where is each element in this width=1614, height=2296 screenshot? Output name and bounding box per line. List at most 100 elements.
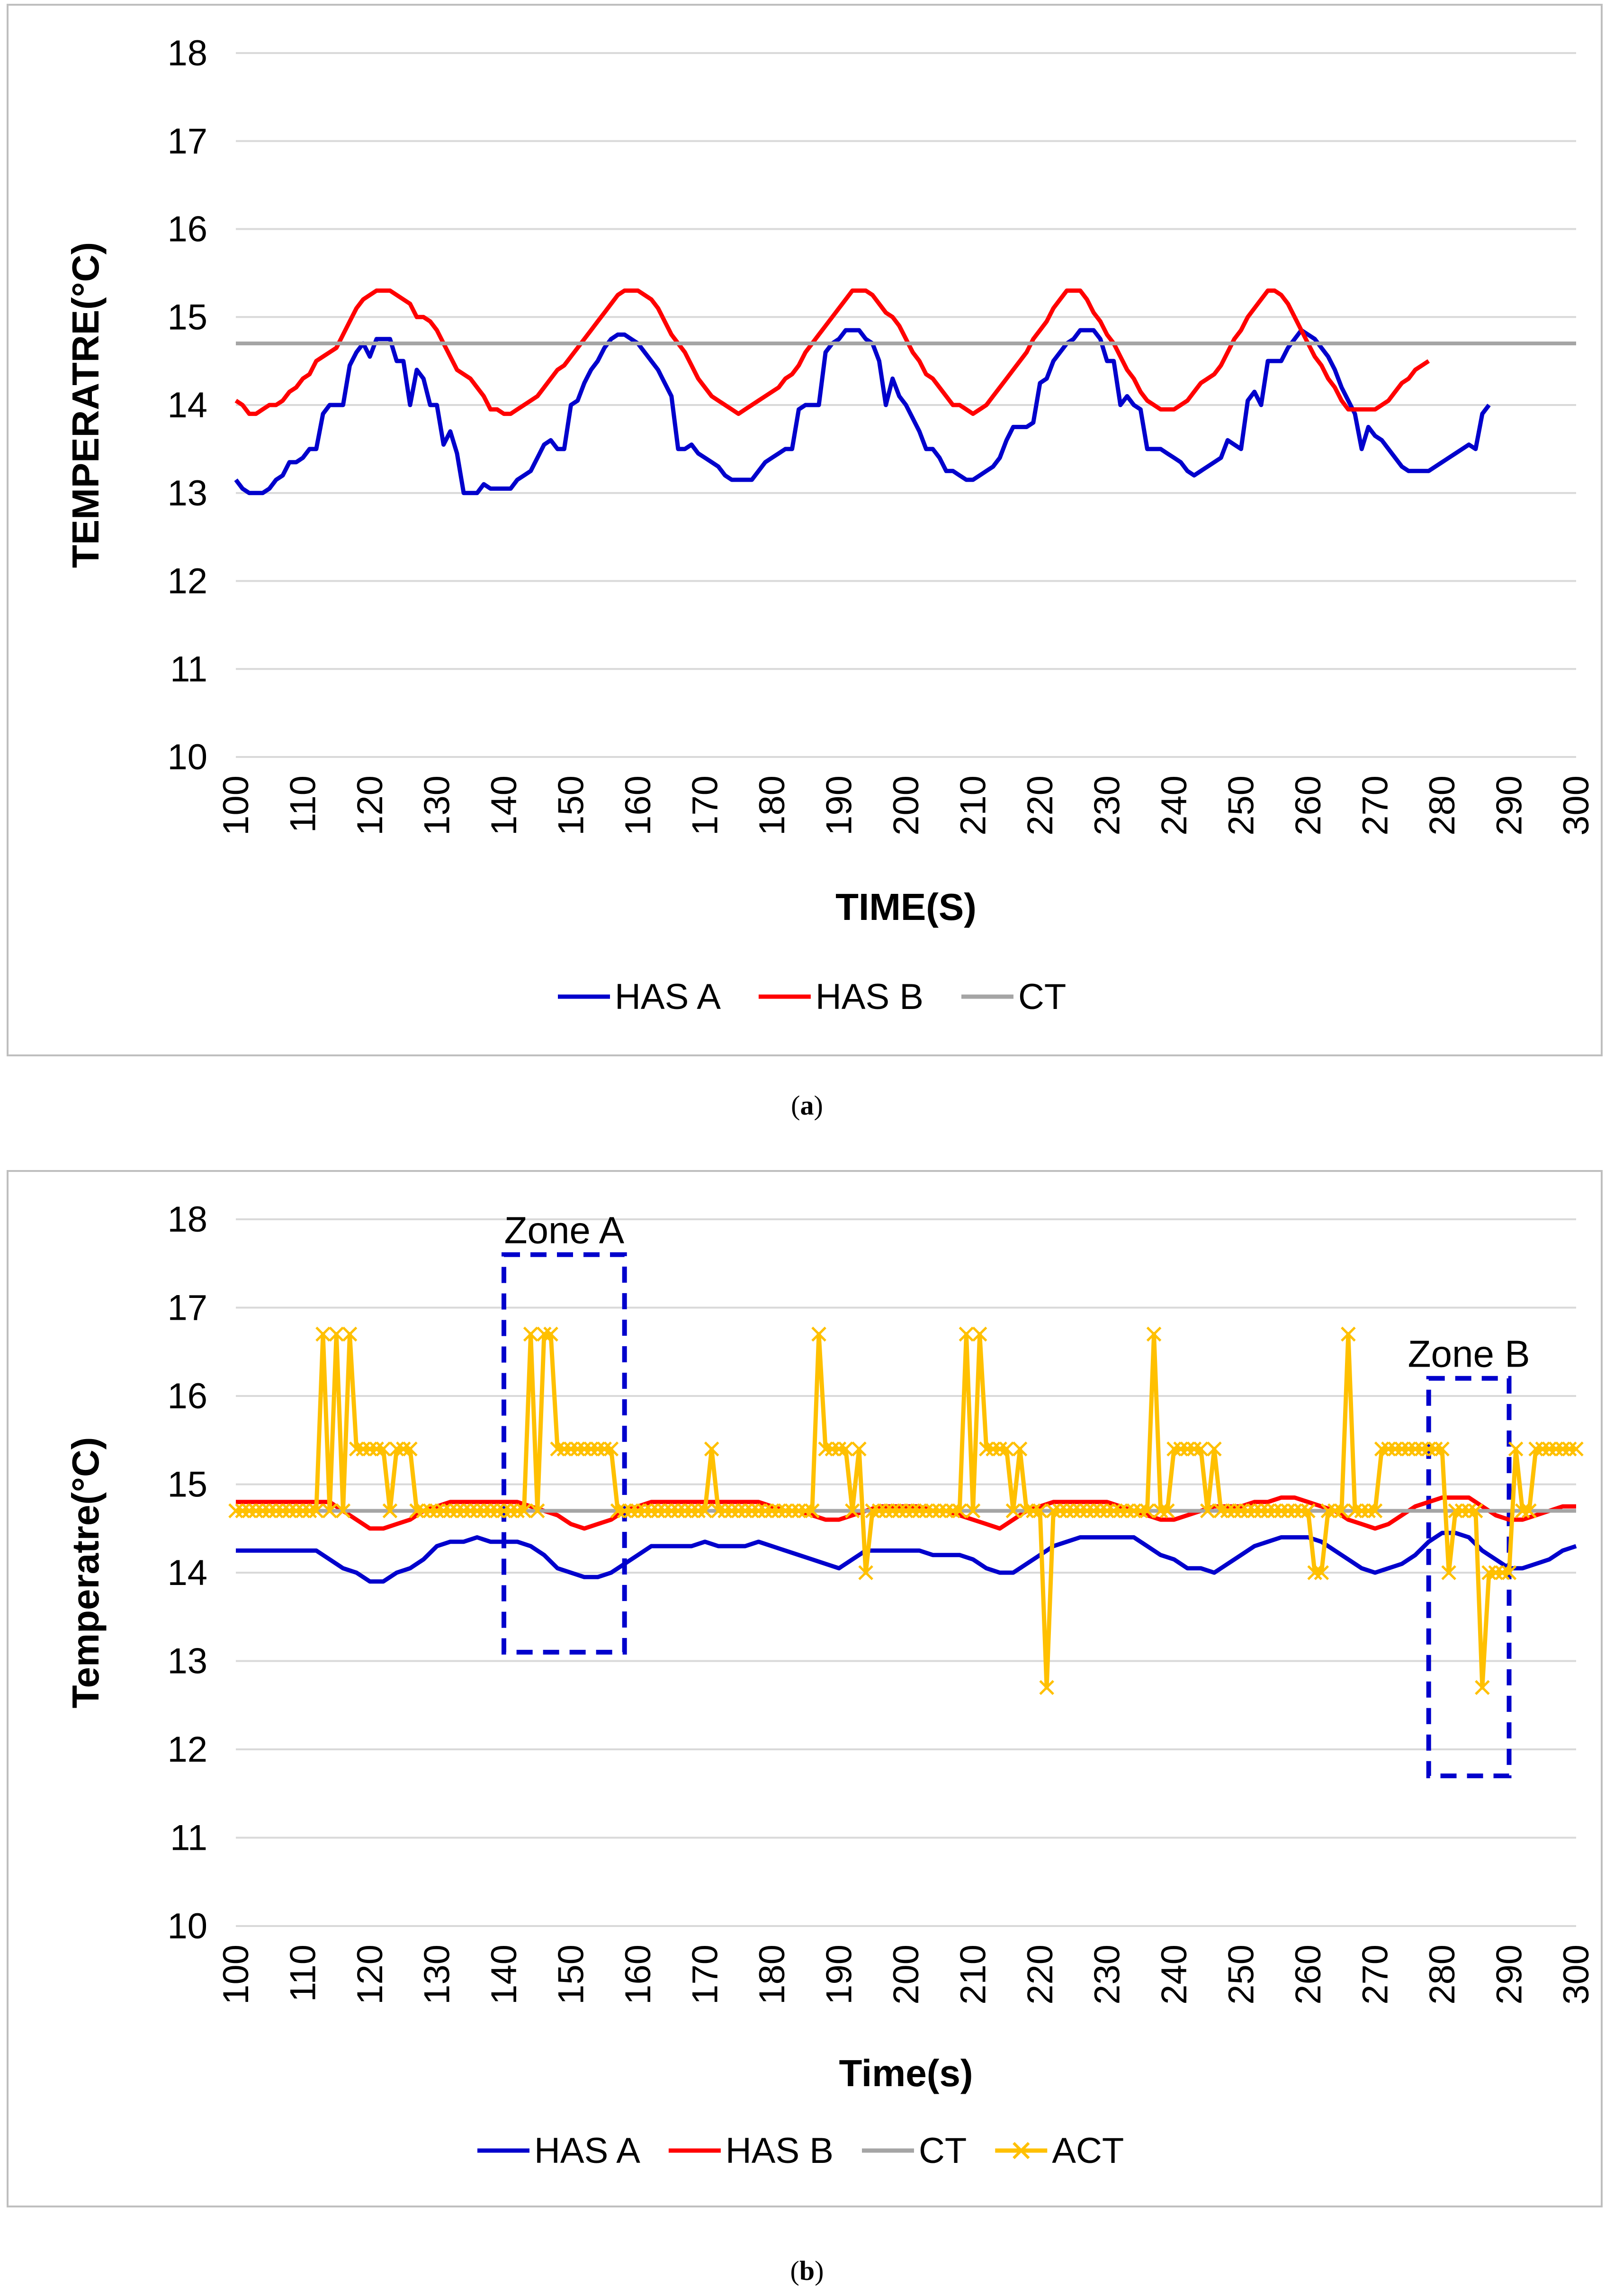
act-marker xyxy=(878,1503,894,1519)
act-marker xyxy=(1334,1503,1349,1519)
x-tick-label-b-220: 220 xyxy=(1020,1945,1060,2005)
act-marker xyxy=(1448,1503,1463,1519)
chart-a-svg: 10 11 12 13 14 15 16 17 18 100 110 120 130 140 150 160 1… xyxy=(64,33,1596,1017)
act-marker xyxy=(275,1503,290,1519)
x-tick-label-a-110: 110 xyxy=(283,775,323,833)
y-tick-label-a-11: 11 xyxy=(170,649,207,689)
act-marker xyxy=(1381,1441,1396,1457)
act-marker xyxy=(744,1503,760,1519)
act-marker xyxy=(1294,1503,1309,1519)
act-marker xyxy=(1408,1441,1423,1457)
act-marker xyxy=(624,1503,639,1519)
act-marker xyxy=(1240,1503,1255,1519)
legend-marker-b-act xyxy=(1013,2142,1030,2160)
act-marker xyxy=(469,1503,485,1519)
act-marker xyxy=(1133,1503,1148,1519)
act-marker xyxy=(1073,1503,1088,1519)
chart-b-svg: 10 11 12 13 14 15 16 17 18 100 110 120 130 140 150 160 1… xyxy=(64,1199,1596,2171)
legend-label-b-has-b: HAS B xyxy=(726,2131,834,2171)
legend-label-a-has-a: HAS A xyxy=(615,977,721,1017)
act-marker xyxy=(449,1503,465,1519)
act-marker xyxy=(771,1503,786,1519)
act-marker xyxy=(590,1441,605,1457)
x-tick-label-a-150: 150 xyxy=(551,775,592,836)
x-tick-label-a-240: 240 xyxy=(1154,775,1194,836)
x-tick-label-b-270: 270 xyxy=(1355,1945,1396,2005)
act-marker xyxy=(603,1441,619,1457)
legend-label-b-act: ACT xyxy=(1052,2131,1124,2171)
act-marker xyxy=(550,1441,565,1457)
act-marker xyxy=(912,1503,927,1519)
act-marker xyxy=(1314,1565,1329,1580)
act-marker xyxy=(1032,1503,1048,1519)
act-marker xyxy=(845,1503,860,1519)
y-tick-label-b-14: 14 xyxy=(167,1553,207,1593)
act-marker xyxy=(1052,1503,1068,1519)
series-line-b-has-b xyxy=(236,1495,1576,1531)
x-tick-label-a-230: 230 xyxy=(1087,775,1128,836)
act-marker xyxy=(831,1441,847,1457)
caption-a: (a) xyxy=(791,1090,823,1121)
act-marker xyxy=(577,1441,592,1457)
x-tick-label-a-220: 220 xyxy=(1020,775,1060,836)
act-marker xyxy=(409,1503,424,1519)
y-tick-label-a-10: 10 xyxy=(167,737,207,777)
act-marker xyxy=(778,1503,793,1519)
x-tick-label-b-260: 260 xyxy=(1288,1945,1328,2005)
series-line-a-has-a xyxy=(234,328,1491,495)
act-marker xyxy=(1207,1441,1222,1457)
x-tick-label-a-180: 180 xyxy=(752,775,792,836)
legend-label-a-ct: CT xyxy=(1018,977,1066,1017)
act-marker xyxy=(429,1503,445,1519)
y-tick-label-a-18: 18 xyxy=(167,33,207,73)
act-marker xyxy=(242,1503,257,1519)
act-marker xyxy=(965,1503,981,1519)
caption-b: (b) xyxy=(790,2255,824,2286)
act-marker xyxy=(711,1503,726,1519)
act-marker xyxy=(583,1441,599,1457)
act-marker xyxy=(1193,1441,1209,1457)
act-marker xyxy=(335,1503,351,1519)
act-marker xyxy=(1005,1503,1021,1519)
act-marker xyxy=(1394,1441,1409,1457)
act-marker xyxy=(825,1441,840,1457)
x-tick-label-b-280: 280 xyxy=(1422,1945,1462,2005)
act-marker xyxy=(1454,1503,1470,1519)
act-marker xyxy=(1300,1503,1316,1519)
zone-box-a xyxy=(502,1252,627,1655)
act-marker xyxy=(650,1503,666,1519)
act-marker xyxy=(871,1503,887,1519)
act-marker xyxy=(1200,1503,1215,1519)
y-tick-label-a-16: 16 xyxy=(167,209,207,250)
act-marker xyxy=(356,1441,371,1457)
act-marker xyxy=(724,1503,739,1519)
legend-label-b-ct: CT xyxy=(919,2131,967,2171)
act-marker xyxy=(376,1441,391,1457)
act-marker xyxy=(1421,1441,1436,1457)
x-tick-label-a-170: 170 xyxy=(685,775,726,836)
act-marker xyxy=(677,1503,692,1519)
act-marker xyxy=(791,1503,807,1519)
x-tick-label-a-260: 260 xyxy=(1288,775,1328,836)
y-tick-label-b-11: 11 xyxy=(170,1818,207,1858)
act-marker xyxy=(1508,1441,1524,1457)
act-marker xyxy=(329,1326,344,1342)
x-tick-label-a-190: 190 xyxy=(819,775,860,836)
act-marker xyxy=(1401,1441,1417,1457)
act-marker xyxy=(1347,1503,1363,1519)
act-marker xyxy=(1113,1503,1128,1519)
act-marker xyxy=(986,1441,1001,1457)
act-marker xyxy=(248,1503,264,1519)
act-marker xyxy=(1542,1441,1557,1457)
act-marker xyxy=(945,1503,960,1519)
x-tick-label-b-300: 300 xyxy=(1556,1945,1596,2005)
act-marker xyxy=(288,1503,304,1519)
act-marker xyxy=(295,1503,311,1519)
act-marker xyxy=(496,1503,511,1519)
y-tick-label-b-13: 13 xyxy=(167,1641,207,1682)
act-marker xyxy=(1066,1503,1081,1519)
act-marker xyxy=(1569,1441,1584,1457)
act-marker xyxy=(1220,1503,1235,1519)
act-marker xyxy=(1280,1503,1296,1519)
x-tick-label-b-160: 160 xyxy=(618,1945,658,2005)
